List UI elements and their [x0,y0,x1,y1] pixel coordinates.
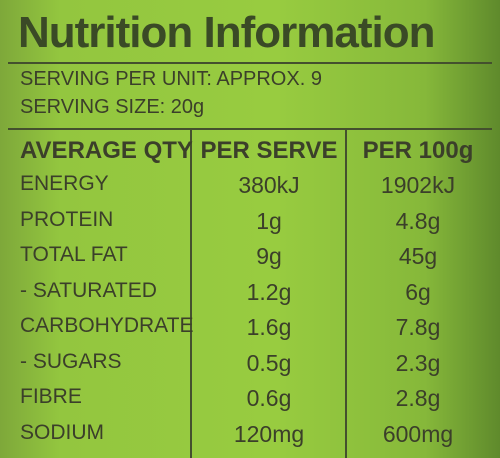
serving-line: SERVING PER UNIT: APPROX. 9 [20,68,322,90]
title: Nutrition Information [18,8,435,57]
column-header: AVERAGE QTY [20,137,193,164]
nutrient-value: 4.8g [395,207,441,234]
nutrient-value: 0.5g [246,349,292,376]
column-divider [345,130,347,458]
nutrient-name: ENERGY [20,172,109,195]
nutrient-value: 2.3g [395,349,441,376]
nutrient-value: 6g [405,278,431,305]
serving-line: SERVING SIZE: 20g [20,96,205,118]
nutrient-value: 600mg [382,420,454,447]
nutrient-name: - SUGARS [20,349,122,373]
column-divider [190,130,192,458]
rule [8,62,492,64]
nutrient-name: - SATURATED [20,278,157,302]
nutrient-name: PROTEIN [20,207,114,231]
nutrient-name: CARBOHYDRATE [20,314,194,337]
nutrient-value: 7.8g [395,314,441,340]
column-header: PER SERVE [200,137,338,164]
nutrient-value: 1.6g [246,314,292,340]
nutrient-value: 120mg [233,420,305,447]
nutrient-value: 1g [256,207,282,234]
column-header: PER 100g [362,137,474,164]
nutrient-value: 1902kJ [380,172,456,198]
nutrient-value: 2.8g [395,385,441,411]
rule [8,128,492,130]
nutrient-value: 0.6g [246,385,292,411]
nutrient-name: TOTAL FAT [20,243,128,266]
nutrient-name: FIBRE [20,385,82,408]
nutrient-value: 45g [398,243,438,269]
nutrient-value: 9g [256,243,282,269]
nutrient-value: 1.2g [246,278,292,305]
nutrient-value: 380kJ [238,172,300,198]
nutrient-name: SODIUM [20,420,104,444]
